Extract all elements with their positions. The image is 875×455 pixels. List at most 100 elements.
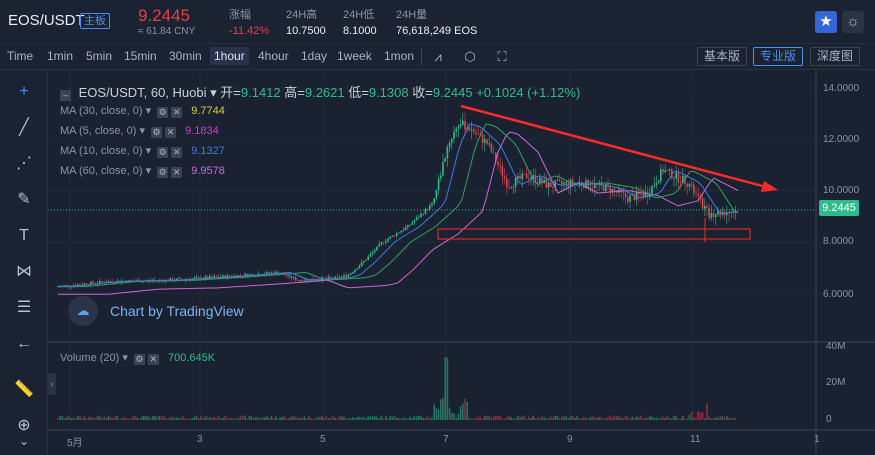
- candle-body: [686, 184, 688, 187]
- candle-body: [209, 276, 211, 279]
- interval-1week[interactable]: 1week: [337, 49, 372, 63]
- volume-bar: [715, 417, 717, 420]
- settings-icon[interactable]: ⬡: [464, 49, 476, 64]
- indicator-ma30[interactable]: MA (30, close, 0) ▾ ⚙ ✕ 9.7744: [60, 105, 225, 118]
- volume-bar: [437, 409, 440, 420]
- interval-1day[interactable]: 1day: [301, 49, 328, 63]
- volume-bar: [121, 418, 123, 420]
- interval-1hour[interactable]: 1hour: [210, 47, 249, 65]
- text-tool-icon[interactable]: T: [19, 227, 29, 244]
- volume-bar: [459, 406, 462, 420]
- candle-body: [228, 275, 231, 277]
- tradingview-watermark[interactable]: Chart by TradingView: [110, 303, 244, 319]
- volume-bar: [305, 418, 308, 420]
- close-icon[interactable]: ✕: [171, 147, 183, 158]
- volume-bar: [165, 418, 167, 420]
- chevron-left-icon[interactable]: ‹: [48, 373, 56, 395]
- candle-body: [501, 166, 504, 177]
- candle-body: [642, 194, 644, 198]
- volume-bar: [184, 418, 187, 420]
- symbol-title[interactable]: EOS/USDT, 60, Huobi: [78, 85, 207, 100]
- fib-retracement-icon[interactable]: ☰: [16, 299, 32, 316]
- pattern-icon[interactable]: ⋈: [16, 263, 32, 280]
- candle-body: [521, 173, 523, 179]
- volume-bar: [497, 415, 499, 420]
- candle-body: [695, 193, 697, 194]
- gear-icon[interactable]: ⚙: [157, 107, 169, 118]
- volume-bar: [191, 418, 193, 420]
- candle-body: [451, 138, 453, 143]
- chart-area[interactable]: – EOS/USDT, 60, Huobi ▾ 开=9.1412 高=9.262…: [48, 70, 875, 455]
- favorite-star-icon[interactable]: ★: [815, 11, 837, 33]
- ruler-icon[interactable]: 📏: [14, 381, 34, 398]
- fullscreen-icon[interactable]: ⛶: [497, 49, 507, 64]
- candle-body: [552, 186, 554, 188]
- high-stat: 24H高 10.7500: [286, 6, 326, 37]
- volume-bar: [457, 413, 460, 420]
- volume-bar: [473, 418, 475, 420]
- interval-30min[interactable]: 30min: [169, 49, 202, 63]
- trend-line-icon[interactable]: ╱: [19, 119, 29, 136]
- volume-bar: [173, 417, 176, 420]
- indicator-ma60[interactable]: MA (60, close, 0) ▾ ⚙ ✕ 9.9578: [60, 165, 225, 178]
- candle-body: [345, 275, 347, 277]
- tradingview-logo-icon[interactable]: ☁: [68, 296, 98, 326]
- volume-legend[interactable]: Volume (20) ▾ ⚙ ✕ 700.645K: [60, 352, 216, 365]
- gear-icon[interactable]: ⚙: [151, 127, 163, 138]
- volume-bar: [576, 416, 578, 420]
- candle-body: [270, 272, 273, 274]
- chevron-down-icon[interactable]: ⌄: [18, 434, 30, 448]
- close-icon[interactable]: ✕: [171, 107, 183, 118]
- candle-body: [393, 235, 396, 237]
- candle-body: [290, 275, 292, 279]
- volume-bar: [283, 416, 286, 420]
- candle-body: [525, 173, 528, 179]
- chart-type-icon[interactable]: ⩘: [434, 49, 442, 64]
- pro-version-button[interactable]: 专业版: [753, 47, 804, 66]
- crosshair-icon[interactable]: +: [19, 83, 29, 100]
- gear-icon[interactable]: ⚙: [157, 167, 169, 178]
- volume-bar: [387, 418, 389, 420]
- volume-bar: [734, 418, 737, 420]
- candle-body: [468, 127, 471, 131]
- volume-bar: [224, 415, 226, 420]
- candle-body: [677, 172, 680, 183]
- interval-time[interactable]: Time: [7, 49, 34, 63]
- candle-body: [107, 281, 110, 283]
- collapse-legend-icon[interactable]: –: [60, 90, 71, 101]
- volume-bar: [365, 418, 367, 420]
- interval-15min[interactable]: 15min: [124, 49, 157, 63]
- back-arrow-icon[interactable]: ←: [16, 335, 32, 352]
- volume-bar: [708, 416, 710, 420]
- volume-bar: [83, 416, 86, 420]
- theme-toggle-icon[interactable]: ☼: [842, 11, 864, 33]
- volume-bar: [281, 417, 284, 420]
- volume-bar: [354, 418, 356, 420]
- indicator-ma10[interactable]: MA (10, close, 0) ▾ ⚙ ✕ 9.1327: [60, 145, 225, 158]
- close-icon[interactable]: ✕: [165, 127, 177, 138]
- candle-body: [193, 277, 196, 279]
- title-dropdown-icon[interactable]: ▾: [210, 85, 221, 100]
- depth-chart-button[interactable]: 深度图: [810, 47, 861, 66]
- pair-name[interactable]: EOS/USDT: [8, 12, 85, 29]
- gear-icon[interactable]: ⚙: [157, 147, 169, 158]
- volume-bar: [215, 418, 218, 420]
- candle-body: [455, 128, 457, 132]
- pitchfork-icon[interactable]: ⋰: [16, 155, 32, 172]
- interval-4hour[interactable]: 4hour: [258, 49, 289, 63]
- volume-bar: [506, 416, 508, 420]
- close-icon[interactable]: ✕: [147, 354, 159, 365]
- volume-bar: [160, 416, 163, 420]
- basic-version-button[interactable]: 基本版: [697, 47, 748, 66]
- gear-icon[interactable]: ⚙: [133, 354, 145, 365]
- interval-1min[interactable]: 1min: [47, 49, 74, 63]
- volume-bar: [257, 417, 259, 420]
- brush-icon[interactable]: ✎: [17, 191, 31, 208]
- candle-body: [363, 261, 365, 263]
- volume-bar: [81, 418, 83, 420]
- interval-5min[interactable]: 5min: [86, 49, 113, 63]
- zoom-in-icon[interactable]: ⊕: [17, 417, 31, 434]
- interval-1mon[interactable]: 1mon: [384, 49, 415, 63]
- close-icon[interactable]: ✕: [171, 167, 183, 178]
- indicator-ma5[interactable]: MA (5, close, 0) ▾ ⚙ ✕ 9.1834: [60, 125, 219, 138]
